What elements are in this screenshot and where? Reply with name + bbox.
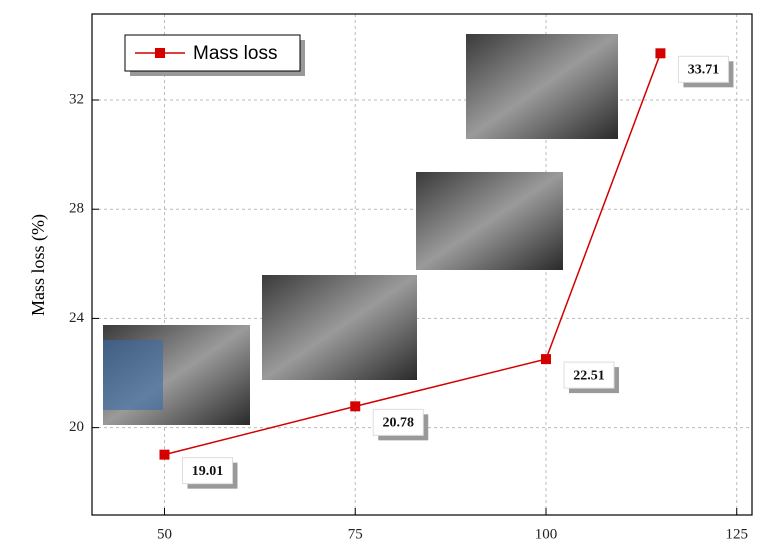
x-tick-label: 50: [157, 526, 172, 542]
data-label-box: [563, 361, 615, 389]
y-tick-label: 24: [69, 310, 85, 326]
x-tick-label: 75: [348, 526, 363, 542]
data-label: 20.78: [382, 416, 414, 431]
x-tick-label: 125: [725, 526, 748, 542]
data-label-box: [181, 457, 233, 485]
photo-detail: [103, 340, 163, 410]
photo: [262, 275, 417, 380]
legend-label: Mass loss: [193, 43, 277, 64]
x-tick-label: 100: [535, 526, 558, 542]
data-label-box: [372, 408, 424, 436]
y-tick-label: 32: [69, 91, 84, 107]
photo: [466, 34, 618, 139]
data-line: [164, 53, 662, 456]
marker: [540, 354, 551, 365]
y-axis-label: Mass loss (%): [28, 214, 49, 316]
marker: [350, 401, 361, 412]
plot: 19.01 20.78 22.51 33.71: [159, 48, 734, 489]
y-tick-label: 20: [69, 419, 84, 435]
data-label-box: [677, 55, 729, 83]
photo: [416, 172, 563, 270]
data-label: 33.71: [688, 63, 720, 78]
marker: [655, 48, 666, 59]
legend-entry: Mass loss: [135, 43, 277, 64]
legend-marker: [155, 48, 165, 58]
data-label: 19.01: [192, 464, 224, 479]
y-tick-label: 28: [69, 201, 84, 217]
plot-frame: [91, 13, 753, 516]
marker: [159, 449, 170, 460]
data-label: 22.51: [573, 368, 605, 383]
